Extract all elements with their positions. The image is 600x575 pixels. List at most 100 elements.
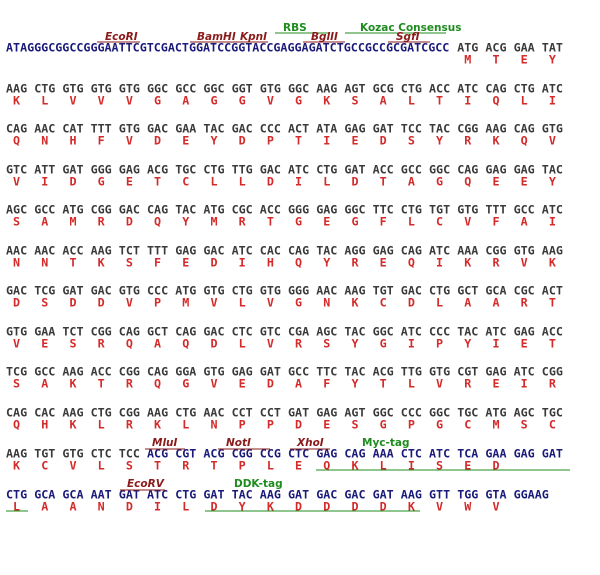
codon: ACC	[91, 365, 112, 379]
codon: CTG	[316, 163, 337, 177]
codon: CTG	[401, 82, 422, 96]
codon: CTG	[232, 284, 253, 298]
amino-acid: I	[549, 215, 556, 229]
codon: GTG	[514, 244, 535, 258]
amino-acid: A	[295, 377, 302, 391]
amino-acid: F	[98, 134, 105, 148]
amino-acid: L	[98, 418, 105, 432]
amino-acid: D	[210, 500, 217, 514]
amino-acid: D	[126, 500, 133, 514]
amino-acid: P	[436, 337, 443, 351]
codon: GAT	[542, 447, 563, 461]
codon: CTG	[514, 82, 535, 96]
codon: AAC	[6, 244, 27, 258]
amino-acid: R	[521, 296, 529, 310]
codon: AAC	[203, 406, 224, 420]
codon: CGT	[457, 365, 478, 379]
codon: CGG	[91, 325, 112, 339]
amino-acid: R	[351, 256, 359, 270]
codon: GAG	[485, 163, 506, 177]
codon: ATC	[542, 203, 563, 217]
amino-acid: V	[549, 134, 556, 148]
amino-acid: Q	[154, 215, 161, 229]
amino-acid: L	[239, 175, 246, 189]
codon: GAG	[316, 203, 337, 217]
codon: TGC	[542, 406, 563, 420]
codon: CAG	[401, 244, 422, 258]
amino-acid: T	[154, 175, 161, 189]
codon: GAA	[485, 447, 506, 461]
codon: CCC	[429, 325, 450, 339]
amino-acid: K	[13, 459, 20, 473]
codon: CTG	[175, 488, 196, 502]
amino-acid: P	[239, 418, 246, 432]
amino-acid: I	[41, 175, 48, 189]
amino-acid: A	[41, 215, 48, 229]
codon: TGT	[373, 284, 394, 298]
amino-acid: T	[380, 175, 387, 189]
codon: GAA	[514, 41, 535, 55]
amino-acid: L	[239, 337, 246, 351]
codon: TGC	[175, 163, 196, 177]
codon: TAC	[429, 122, 450, 136]
codon: CCC	[401, 406, 422, 420]
amino-acid: D	[210, 337, 217, 351]
amino-acid: V	[69, 94, 76, 108]
codon: GAA	[175, 122, 196, 136]
amino-acid: D	[13, 296, 20, 310]
codon: TAC	[316, 244, 337, 258]
codon: GCG	[373, 82, 394, 96]
amino-acid: A	[41, 377, 48, 391]
codon: TAC	[457, 325, 478, 339]
amino-acid: S	[69, 337, 76, 351]
codon: ATC	[542, 82, 563, 96]
codon: AAT	[91, 488, 112, 502]
amino-acid: E	[323, 215, 330, 229]
amino-acid: I	[521, 377, 528, 391]
amino-acid: P	[267, 134, 274, 148]
codon: ACC	[429, 82, 450, 96]
amino-acid: A	[380, 94, 387, 108]
codon: TAC	[542, 163, 563, 177]
codon: GCA	[34, 488, 55, 502]
amino-acid: D	[69, 296, 76, 310]
amino-acid: Y	[323, 256, 330, 270]
amino-acid: A	[41, 500, 48, 514]
codon: AAG	[260, 488, 281, 502]
annotation-label: NotI	[226, 437, 251, 449]
amino-acid: I	[408, 459, 415, 473]
amino-acid: E	[41, 337, 48, 351]
amino-acid: V	[267, 337, 274, 351]
amino-acid: R	[464, 377, 472, 391]
codon: CCT	[260, 406, 281, 420]
codon: ATT	[34, 163, 55, 177]
codon: CGT	[175, 447, 196, 461]
amino-acid: E	[380, 256, 387, 270]
amino-acid: D	[126, 215, 133, 229]
codon: GCC	[401, 163, 422, 177]
codon: GAG	[373, 244, 394, 258]
codon: CGG	[542, 365, 563, 379]
amino-acid: R	[295, 337, 303, 351]
amino-acid: V	[521, 256, 528, 270]
amino-acid: I	[492, 337, 499, 351]
annotation-label: BamHI	[197, 31, 236, 43]
codon: AAG	[485, 122, 506, 136]
amino-acid: D	[351, 500, 358, 514]
amino-acid: Y	[239, 500, 246, 514]
amino-acid: T	[549, 337, 556, 351]
codon: CAG	[119, 325, 140, 339]
amino-acid: C	[549, 418, 556, 432]
amino-acid: T	[154, 459, 161, 473]
codon: CGG	[485, 244, 506, 258]
amino-acid: G	[182, 377, 189, 391]
annotation-label: Kozac Consensus	[360, 22, 461, 34]
amino-acid: D	[492, 459, 499, 473]
amino-acid: R	[98, 215, 106, 229]
codon: GTG	[457, 203, 478, 217]
amino-acid: G	[380, 418, 387, 432]
amino-acid: D	[239, 134, 246, 148]
amino-acid: P	[154, 296, 161, 310]
amino-acid: V	[210, 377, 217, 391]
amino-acid: V	[492, 500, 499, 514]
